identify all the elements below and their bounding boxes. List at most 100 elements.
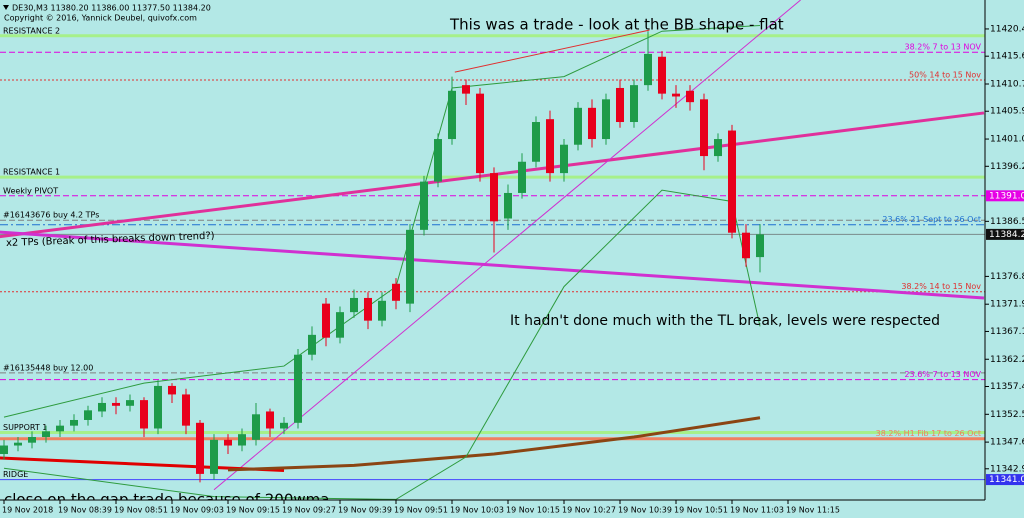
copyright: Copyright © 2016, Yannick Deubel, quivof… bbox=[4, 14, 197, 23]
candle-body bbox=[700, 99, 708, 157]
drawn-line bbox=[0, 230, 985, 300]
candle-body bbox=[56, 425, 64, 432]
candle-body bbox=[616, 87, 624, 123]
level-label: 50% 14 to 15 Nov bbox=[909, 71, 981, 80]
x-tick-label: 19 Nov 11:15 bbox=[786, 506, 840, 515]
candle-body bbox=[294, 354, 302, 423]
candle-body bbox=[686, 90, 694, 103]
candle-body bbox=[406, 229, 414, 304]
level-label: RESISTANCE 1 bbox=[3, 168, 60, 177]
candle-body bbox=[168, 385, 176, 395]
level-label: RESISTANCE 2 bbox=[3, 26, 60, 35]
candle-body bbox=[574, 107, 582, 145]
candle-body bbox=[112, 402, 120, 406]
candle-body bbox=[84, 410, 92, 420]
x-tick-label: 19 Nov 11:03 bbox=[730, 506, 784, 515]
level-label: #16135448 buy 12.00 bbox=[3, 363, 93, 372]
x-tick-label: 19 Nov 10:15 bbox=[506, 506, 560, 515]
drawn-line bbox=[227, 416, 761, 472]
level-label: 23.6% 21 Sept to 26 Oct bbox=[882, 215, 981, 224]
price-box bbox=[986, 190, 1024, 202]
candle-body bbox=[196, 422, 204, 474]
candle-body bbox=[434, 139, 442, 182]
drawn-line bbox=[213, 0, 801, 491]
candle-body bbox=[154, 385, 162, 429]
candle-body bbox=[658, 56, 666, 94]
candle-body bbox=[308, 334, 316, 355]
candle-body bbox=[280, 422, 288, 429]
y-tick-label: 11420.40 bbox=[990, 24, 1024, 34]
candle-body bbox=[532, 122, 540, 162]
candle-body bbox=[672, 93, 680, 97]
candle-body bbox=[448, 90, 456, 140]
y-tick-label: 11410.70 bbox=[990, 79, 1024, 89]
level-label: 38.2% 7 to 13 NOV bbox=[905, 43, 982, 52]
y-tick-label: 11342.90 bbox=[990, 464, 1024, 474]
y-tick-label: 11357.40 bbox=[990, 382, 1024, 392]
x-tick-label: 19 Nov 10:39 bbox=[618, 506, 672, 515]
candle-body bbox=[588, 107, 596, 140]
price-box-label: 11391.00 bbox=[989, 191, 1024, 201]
y-tick-label: 11367.10 bbox=[990, 327, 1024, 337]
candle-body bbox=[126, 400, 134, 406]
candle-body bbox=[98, 402, 106, 412]
candle-body bbox=[644, 53, 652, 86]
candle-body bbox=[756, 234, 764, 258]
y-tick-label: 11352.50 bbox=[990, 410, 1024, 420]
level-label: 23.6% 7 to 13 NOV bbox=[905, 370, 982, 379]
candle-body bbox=[336, 312, 344, 338]
level-label: SUPPORT 1 bbox=[3, 423, 47, 432]
x-tick-label: 19 Nov 10:03 bbox=[450, 506, 504, 515]
candle-body bbox=[70, 419, 78, 426]
candle-body bbox=[238, 434, 246, 446]
candle-body bbox=[728, 130, 736, 233]
candle-body bbox=[462, 85, 470, 94]
candle-body bbox=[364, 297, 372, 321]
level-label: #16143676 buy 4.2 TPs bbox=[3, 211, 99, 220]
candle-body bbox=[560, 144, 568, 174]
x-tick-label: 19 Nov 10:51 bbox=[674, 506, 728, 515]
menu-icon bbox=[3, 5, 9, 10]
level-label: 38.2% H1 Fib 17 to 26 Oct bbox=[876, 429, 981, 438]
candle-body bbox=[490, 173, 498, 222]
x-tick-label: 19 Nov 09:15 bbox=[226, 506, 280, 515]
y-tick-label: 11415.60 bbox=[990, 52, 1024, 62]
candle-body bbox=[518, 161, 526, 193]
candle-body bbox=[266, 411, 274, 429]
candle-body bbox=[28, 437, 36, 443]
candle-body bbox=[0, 445, 8, 455]
price-box-label: 11384.20 bbox=[989, 230, 1024, 240]
candle-body bbox=[630, 85, 638, 123]
x-tick-label: 19 Nov 08:51 bbox=[114, 506, 168, 515]
y-tick-label: 11405.90 bbox=[990, 107, 1024, 117]
time-axis-band bbox=[0, 500, 1024, 518]
x-tick-label: 19 Nov 08:39 bbox=[58, 506, 112, 515]
level-label: 38.2% 14 to 15 Nov bbox=[901, 282, 981, 291]
plot-area: RESISTANCE 2 38.2% 7 to 13 NOV 50% 14 to 1… bbox=[0, 0, 985, 500]
candle-body bbox=[140, 400, 148, 429]
x-tick-label: 19 Nov 09:03 bbox=[170, 506, 224, 515]
level-label: Weekly PIVOT bbox=[3, 186, 58, 195]
candle-body bbox=[182, 394, 190, 426]
y-tick-label: 11371.90 bbox=[990, 300, 1024, 310]
x-tick-label: 19 Nov 09:27 bbox=[282, 506, 336, 515]
x-tick-label: 19 Nov 2018 bbox=[2, 506, 53, 515]
candle-body bbox=[602, 99, 610, 140]
y-tick-label: 11376.80 bbox=[990, 272, 1024, 282]
candle-body bbox=[42, 431, 50, 438]
candle-body bbox=[742, 232, 750, 259]
candle-body bbox=[252, 414, 260, 440]
candle-body bbox=[210, 439, 218, 474]
candle-body bbox=[546, 119, 554, 174]
price-box-label: 11341.00 bbox=[989, 475, 1024, 485]
candle-body bbox=[392, 283, 400, 301]
candle-body bbox=[714, 139, 722, 157]
annotation: It hadn't done much with the TL break, l… bbox=[510, 313, 940, 329]
level-label: RIDGE bbox=[3, 470, 28, 479]
price-axis-band bbox=[985, 0, 1024, 518]
x-tick-label: 19 Nov 09:51 bbox=[394, 506, 448, 515]
